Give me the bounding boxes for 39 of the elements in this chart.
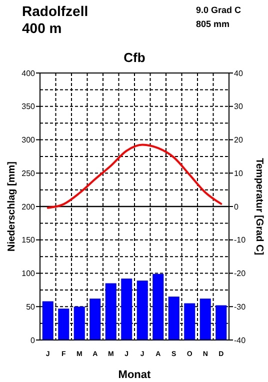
y2-tick-label: 40 bbox=[234, 68, 244, 78]
bar bbox=[58, 308, 70, 340]
text: 400 m bbox=[22, 20, 62, 36]
x-axis-title: Monat bbox=[118, 369, 152, 381]
y-axis-title: Niederschlag [mm] bbox=[6, 161, 18, 252]
y-tick-label: 400 bbox=[22, 68, 36, 78]
y2-tick-label: 30 bbox=[234, 102, 244, 112]
bar bbox=[184, 303, 196, 340]
bar bbox=[74, 306, 85, 340]
bar bbox=[200, 298, 211, 340]
chart-title: Cfb bbox=[124, 50, 146, 65]
y-tick-label: 350 bbox=[22, 102, 36, 112]
bar bbox=[90, 298, 101, 340]
y2-tick-label: 0 bbox=[234, 202, 239, 212]
text: 9.0 Grad C bbox=[196, 5, 242, 15]
y-tick-label: 50 bbox=[26, 302, 36, 312]
line-series bbox=[46, 144, 222, 209]
y2-tick-label: 20 bbox=[234, 136, 244, 145]
bar bbox=[121, 278, 132, 340]
bar bbox=[105, 283, 116, 340]
y-tick-label: 150 bbox=[22, 236, 36, 245]
y2-tick-label: -40 bbox=[234, 336, 246, 345]
y-tick-label: 250 bbox=[22, 168, 36, 178]
bar bbox=[216, 305, 227, 340]
text: 805 mm bbox=[196, 19, 230, 29]
bar bbox=[136, 280, 148, 340]
y-tick-label: 0 bbox=[30, 336, 36, 345]
y2-tick-label: 10 bbox=[234, 168, 244, 178]
text: Radolfzell bbox=[22, 3, 88, 19]
bar bbox=[42, 301, 54, 340]
y-tick-label: 100 bbox=[22, 269, 36, 278]
y-tick-label: 200 bbox=[22, 202, 36, 212]
y2-tick-label: -10 bbox=[234, 236, 246, 245]
bar bbox=[152, 274, 164, 340]
bar bbox=[168, 296, 180, 340]
y2-tick-label: -20 bbox=[234, 269, 246, 278]
y2-tick-label: -30 bbox=[234, 302, 246, 312]
y2-axis-title: Temperatur [Grad C] bbox=[254, 158, 264, 256]
y-tick-label: 300 bbox=[22, 136, 36, 145]
